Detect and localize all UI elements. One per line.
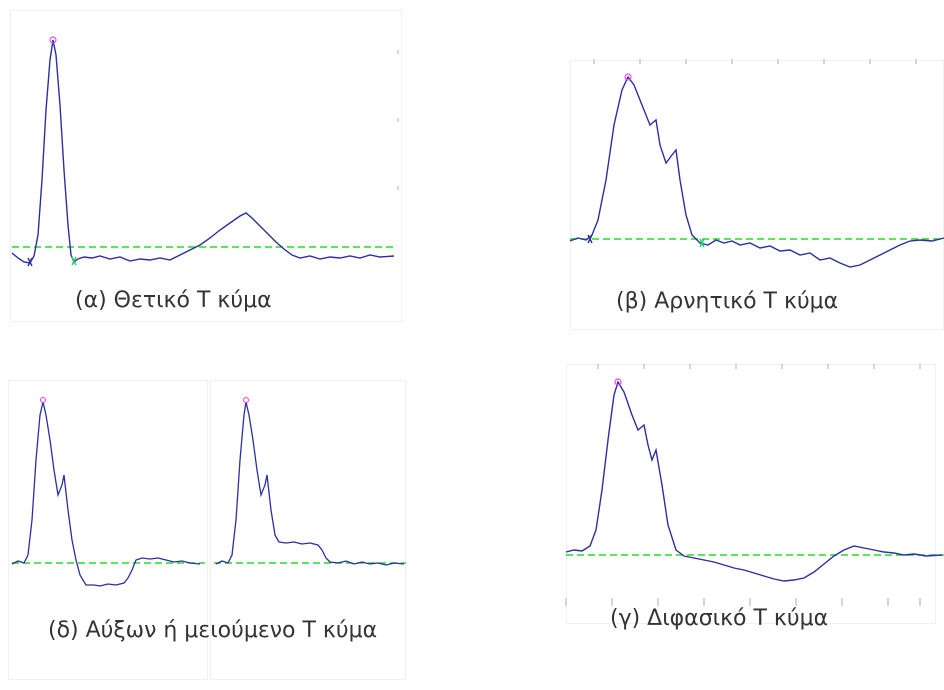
offset-marker [71, 256, 77, 266]
ecg-trace-ascending-t [11, 396, 205, 587]
top-ticks [593, 59, 917, 64]
ecg-trace-biphasic-t [565, 364, 944, 606]
waveform [565, 380, 943, 582]
panel-negative-t-wave: (β) Αρνητικό Τ κύμα [560, 55, 944, 335]
plot-frame-right [210, 380, 406, 680]
onset-marker [27, 257, 33, 267]
panel-ascending-descending-t-wave: (δ) Αύξων ή μειούμενο Τ κύμα [0, 380, 500, 680]
peak-marker [49, 36, 57, 44]
peak-marker [624, 73, 632, 81]
plot-frame [10, 10, 402, 322]
peak-marker [39, 396, 47, 404]
ecg-trace-positive-t [11, 36, 399, 267]
top-ticks [597, 364, 921, 369]
panel-biphasic-t-wave: (γ) Διφασικό Τ κύμα [558, 360, 944, 690]
panel-positive-t-wave: (α) Θετικό Τ κύμα [0, 0, 420, 330]
caption-biphasic-t: (γ) Διφασικό Τ κύμα [610, 606, 829, 631]
offset-marker [699, 238, 705, 248]
peak-marker [242, 396, 250, 404]
caption-positive-t: (α) Θετικό Τ κύμα [75, 288, 272, 313]
caption-negative-t: (β) Αρνητικό Τ κύμα [616, 289, 839, 314]
waveform [11, 39, 395, 264]
ecg-trace-negative-t [569, 59, 944, 268]
ecg-trace-descending-t [214, 396, 406, 566]
peak-marker [614, 378, 622, 386]
bottom-ticks [565, 598, 921, 606]
waveform [11, 401, 201, 587]
plot-frame-left [8, 380, 208, 680]
caption-ascending-descending-t: (δ) Αύξων ή μειούμενο Τ κύμα [48, 618, 378, 643]
onset-marker [587, 234, 593, 244]
waveform [569, 75, 944, 268]
waveform [215, 401, 405, 566]
plot-frame [566, 364, 936, 624]
